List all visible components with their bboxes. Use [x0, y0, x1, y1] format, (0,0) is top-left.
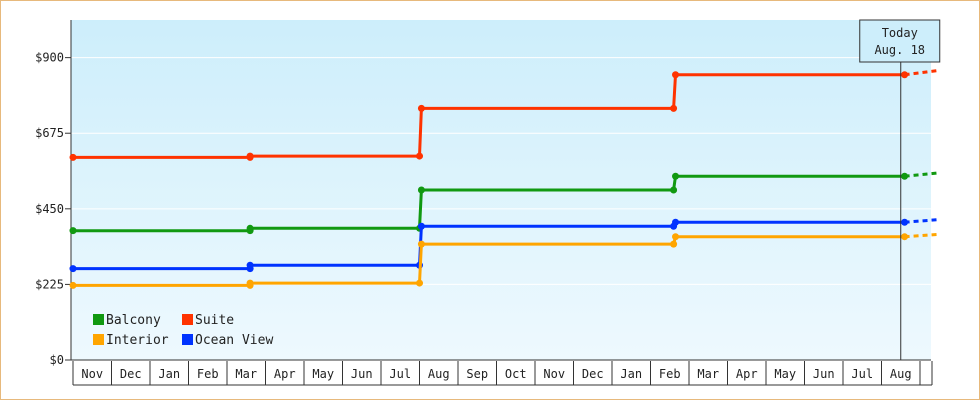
data-point — [246, 261, 254, 269]
x-tick-label: Dec — [120, 367, 142, 381]
x-tick-label: Jan — [620, 367, 642, 381]
data-point — [672, 233, 680, 241]
x-tick-label: Jun — [813, 367, 835, 381]
data-point — [416, 152, 423, 160]
data-point — [69, 281, 77, 289]
data-point — [69, 153, 77, 161]
y-tick-label: $0 — [50, 353, 64, 367]
x-tick-label: Nov — [543, 367, 565, 381]
x-tick-label: Aug — [890, 367, 912, 381]
x-tick-label: Apr — [274, 367, 296, 381]
legend-label: Interior — [106, 333, 169, 348]
legend-label: Balcony — [106, 313, 161, 328]
data-point — [246, 224, 254, 232]
x-tick-label: Feb — [197, 367, 219, 381]
legend-label: Suite — [195, 313, 234, 328]
data-point — [417, 222, 425, 230]
y-tick-label: $675 — [35, 126, 64, 140]
x-tick-label: Nov — [81, 367, 103, 381]
data-point — [417, 240, 425, 248]
grid-layer — [71, 57, 931, 285]
data-point — [670, 104, 678, 112]
x-tick-label: Jun — [351, 367, 373, 381]
y-tick-label: $450 — [35, 202, 64, 216]
legend: Balcony Suite Interior Ocean View — [93, 313, 273, 348]
series-projection — [904, 171, 940, 178]
x-tick-label: Sep — [466, 367, 488, 381]
x-tick-label: May — [312, 367, 334, 381]
data-point — [672, 218, 680, 226]
series-layer — [69, 68, 940, 289]
legend-label: Ocean View — [195, 333, 273, 348]
legend-swatch — [182, 334, 193, 345]
x-tick-label: Jul — [389, 367, 411, 381]
y-tick-label: $900 — [35, 51, 64, 65]
series-projection — [904, 232, 940, 239]
x-tick-label: Aug — [428, 367, 450, 381]
legend-swatch — [93, 334, 104, 345]
x-tick-label: Mar — [697, 367, 719, 381]
data-point — [670, 240, 678, 248]
data-point — [69, 265, 77, 273]
data-point — [246, 152, 254, 160]
x-tick-label: Apr — [736, 367, 758, 381]
axis-layer: $0 $225 $450 $675 $900 Nov Dec Jan Feb Mar Apr May J… — [35, 20, 933, 386]
x-tick-label: May — [774, 367, 796, 381]
data-point — [672, 71, 680, 79]
today-date: Aug. 18 — [874, 43, 925, 57]
x-tick-label: Jan — [158, 367, 180, 381]
series-projection — [904, 68, 940, 77]
data-point — [672, 172, 680, 180]
x-tick-label: Mar — [235, 367, 257, 381]
data-point — [416, 279, 423, 287]
x-tick-label: Oct — [505, 367, 527, 381]
x-tick-label: Dec — [582, 367, 604, 381]
data-point — [670, 186, 678, 194]
series-projection — [904, 218, 940, 224]
legend-swatch — [93, 314, 104, 325]
y-tick-label: $225 — [35, 277, 64, 291]
today-box — [859, 19, 941, 63]
x-tick-label: Feb — [659, 367, 681, 381]
legend-swatch — [182, 314, 193, 325]
data-point — [69, 227, 77, 235]
data-point — [417, 104, 425, 112]
data-point — [246, 279, 254, 287]
x-tick-label: Jul — [851, 367, 873, 381]
today-label: Today — [882, 26, 918, 40]
today-marker: Today Aug. 18 — [859, 19, 941, 360]
data-point — [417, 186, 425, 194]
